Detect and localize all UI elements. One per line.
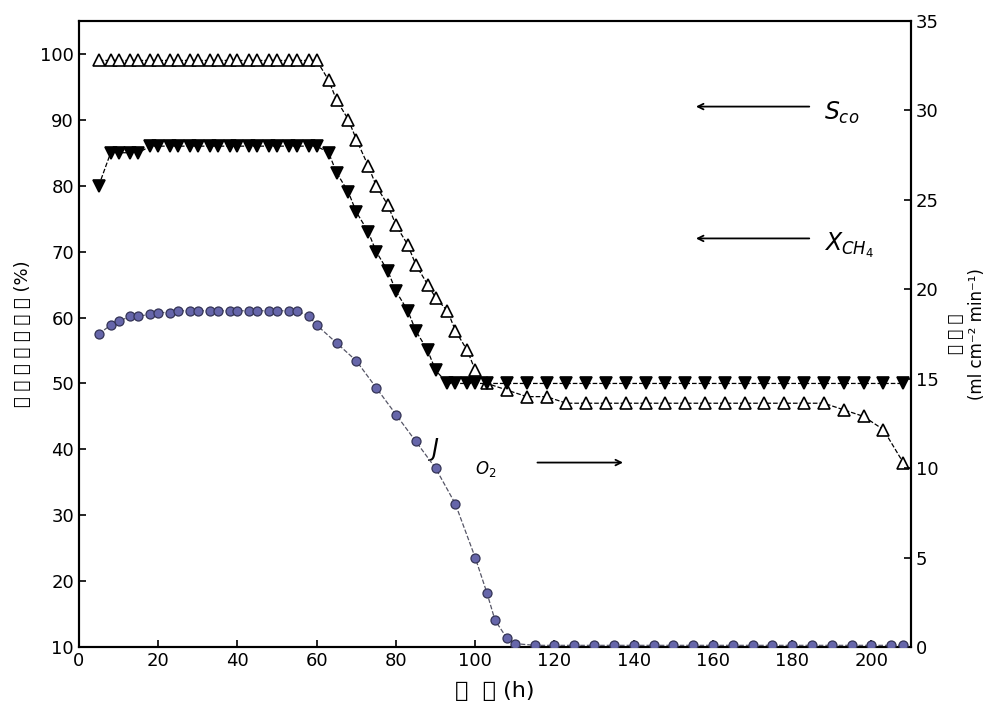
Text: $X_{CH_4}$: $X_{CH_4}$	[824, 230, 874, 260]
Y-axis label: 转 化 率 或 选 择 性 (%): 转 化 率 或 选 择 性 (%)	[14, 261, 32, 408]
Text: $S_{co}$: $S_{co}$	[824, 100, 859, 127]
Y-axis label: 氧 通 量
(ml cm⁻² min⁻¹): 氧 通 量 (ml cm⁻² min⁻¹)	[947, 268, 986, 400]
Text: $O_2$: $O_2$	[475, 459, 497, 479]
Text: $J$: $J$	[428, 436, 440, 463]
X-axis label: 时  间 (h): 时 间 (h)	[455, 681, 535, 701]
